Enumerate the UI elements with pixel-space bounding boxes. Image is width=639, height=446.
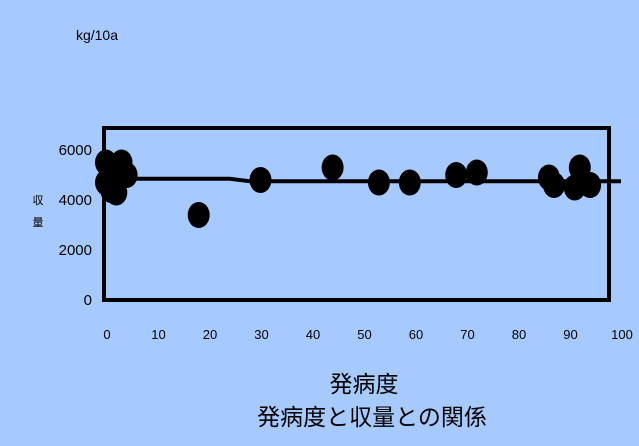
y-tick-label: 4000 [59,192,92,209]
x-tick-label: 40 [306,327,320,342]
data-point [445,162,467,188]
x-tick-label: 0 [103,327,110,342]
x-axis-label: 発病度 [330,372,399,398]
y-tick-label: 6000 [59,142,92,159]
x-tick-label: 30 [254,327,268,342]
y-axis-label: 収量 [33,194,44,229]
x-tick-label: 80 [512,327,526,342]
x-tick-label: 60 [409,327,423,342]
y-tick-label: 0 [84,292,92,309]
data-point [188,202,210,228]
x-axis-ticks: 0 10 20 30 40 50 60 70 80 90 100 [103,327,632,342]
data-point [543,172,565,198]
x-tick-label: 10 [151,327,165,342]
x-tick-label: 20 [203,327,217,342]
unit-label: kg/10a [76,27,118,43]
data-point [368,170,390,196]
x-tick-label: 90 [563,327,577,342]
data-point [579,172,601,198]
x-tick-label: 100 [611,327,633,342]
y-tick-label: 2000 [59,242,92,259]
data-point [250,167,272,193]
data-point [322,155,344,181]
data-point [399,170,421,196]
plot-area [104,128,609,300]
y-axis-ticks: 0 2000 4000 6000 [59,142,92,309]
data-point [116,162,138,188]
x-tick-label: 50 [357,327,371,342]
chart-title: 発病度と収量との関係 [257,405,487,431]
data-point [466,160,488,186]
x-tick-label: 70 [460,327,474,342]
